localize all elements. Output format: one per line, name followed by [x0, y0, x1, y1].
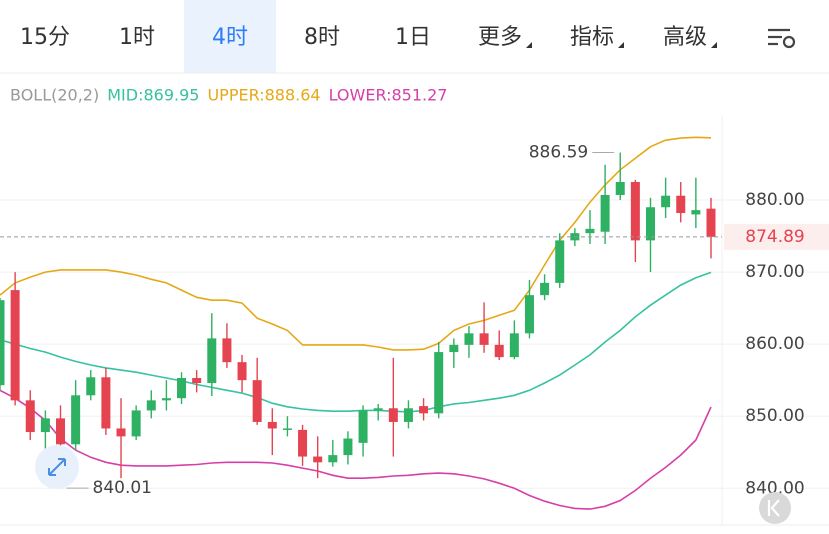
boll-line — [0, 389, 712, 510]
legend-entry: LOWER:851.27 — [329, 86, 448, 105]
selected-tab-bg — [184, 0, 276, 73]
candle-body — [555, 240, 565, 283]
tab-label[interactable]: 高级 — [663, 25, 707, 50]
candle-body — [267, 421, 277, 429]
candle-body — [25, 400, 35, 433]
candle-body — [252, 380, 262, 422]
y-tick-label: 880.00 — [745, 190, 804, 210]
candle-body — [40, 418, 50, 433]
candle-body — [706, 208, 716, 237]
settings-icon[interactable] — [768, 28, 796, 49]
candle-body — [630, 182, 640, 241]
candle-body — [434, 352, 444, 414]
tab-label[interactable]: 更多 — [478, 25, 522, 50]
candle-body — [146, 400, 156, 411]
candle-body — [116, 428, 126, 437]
candle-body — [419, 406, 429, 414]
y-tick-label: 840.00 — [745, 478, 804, 498]
y-tick-label: 860.00 — [745, 334, 804, 354]
tab-label[interactable]: 8时 — [304, 25, 340, 50]
candle-body — [131, 410, 141, 437]
candle-body — [237, 362, 247, 381]
scroll-start-button[interactable] — [759, 492, 791, 524]
candle-body — [358, 410, 368, 443]
candle-body — [192, 378, 202, 384]
legend-entry: MID:869.95 — [107, 86, 199, 105]
candle-body — [56, 418, 66, 445]
candle-body — [101, 377, 111, 429]
candle-body — [464, 333, 474, 345]
candle-body — [524, 295, 534, 334]
candle-body — [600, 194, 610, 232]
candle-body — [373, 408, 383, 411]
y-tick-label: 870.00 — [745, 262, 804, 282]
candle-body — [449, 344, 459, 353]
expand-button[interactable] — [35, 445, 79, 489]
candle-body — [313, 456, 323, 463]
candle-body — [585, 228, 595, 234]
candle-body — [328, 455, 338, 463]
candle-body — [282, 428, 292, 430]
tab-label[interactable]: 4时 — [212, 25, 248, 50]
candle-body — [177, 378, 187, 399]
dropdown-caret — [618, 42, 624, 48]
candle-body — [403, 408, 413, 422]
candle-body — [676, 195, 686, 213]
candle-body — [10, 290, 20, 401]
dropdown-caret — [711, 42, 717, 48]
candle-body — [71, 395, 81, 445]
candle-body — [161, 398, 171, 401]
high-label: 886.59 — [529, 143, 588, 163]
boll-line — [0, 271, 712, 413]
tab-label[interactable]: 1日 — [395, 25, 431, 50]
indicator-label: BOLL(20,2) — [10, 86, 99, 105]
boll-line — [0, 136, 712, 351]
candle-body — [388, 408, 398, 422]
candle-body — [479, 333, 489, 345]
candle-body — [298, 429, 308, 457]
candle-body — [222, 338, 232, 363]
candle-body — [509, 333, 519, 358]
y-tick-label: 850.00 — [745, 406, 804, 426]
candle-body — [0, 300, 5, 386]
tab-label[interactable]: 1时 — [119, 25, 155, 50]
candle-body — [207, 338, 217, 384]
candle-body — [661, 195, 671, 208]
current-price: 874.89 — [745, 227, 804, 247]
candle-body — [343, 438, 353, 456]
tab-label[interactable]: 15分 — [20, 25, 70, 50]
low-label: 840.01 — [93, 478, 152, 498]
legend-entry: UPPER:888.64 — [207, 86, 320, 105]
candle-body — [691, 210, 701, 215]
candle-body — [86, 377, 96, 396]
candle-body — [645, 207, 655, 241]
dropdown-caret — [526, 42, 532, 48]
tab-label[interactable]: 指标 — [570, 25, 614, 50]
candle-body — [540, 282, 550, 296]
candle-body — [615, 182, 625, 195]
price-tag — [724, 223, 829, 250]
candle-body — [494, 344, 504, 358]
